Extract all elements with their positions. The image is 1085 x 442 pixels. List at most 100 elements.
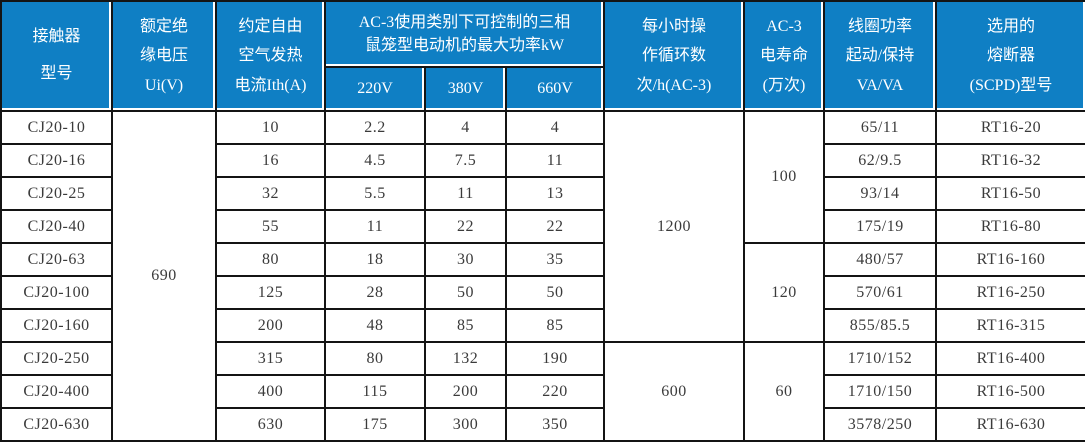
kw-660-cell: 22: [505, 209, 605, 244]
cycles-cell-600: 600: [603, 341, 745, 442]
header-ac3-max-power: AC-3使用类别下可控制的三相 鼠笼型电动机的最大功率kW: [324, 0, 605, 68]
kw-380-cell: 4: [424, 110, 507, 145]
fuse-cell: RT16-315: [935, 308, 1085, 343]
header-row-voltages: 220V 380V 660V: [1, 66, 1085, 112]
kw-220-cell: 2.2: [324, 110, 426, 145]
coil-power-cell: 570/61: [823, 275, 937, 310]
life-cell-100: 100: [743, 110, 825, 244]
kw-380-cell: 200: [424, 374, 507, 409]
header-cycles-per-hour: 每小时操 作循环数 次/h(AC-3): [603, 0, 745, 112]
coil-power-cell: 1710/150: [823, 374, 937, 409]
kw-380-cell: 300: [424, 407, 507, 442]
table-row: CJ20-63 80 18 30 35 120 480/57 RT16-160: [0, 242, 1085, 343]
table-row: CJ20-16 16 4.5 7.5 11 62/9.5 RT16-32: [0, 143, 1085, 178]
cycles-cell-1200: 1200: [603, 110, 745, 343]
fuse-cell: RT16-50: [935, 176, 1085, 211]
thermal-current-cell: 125: [215, 275, 326, 310]
header-contactor-model: 接触器 型号: [0, 0, 113, 112]
header-coil-power: 线圈功率 起动/保持 VA/VA: [823, 0, 937, 112]
kw-220-cell: 5.5: [324, 176, 426, 211]
coil-power-cell: 175/19: [823, 209, 937, 244]
fuse-cell: RT16-160: [935, 242, 1085, 277]
kw-220-cell: 80: [324, 341, 426, 376]
table-row: CJ20-10 690 10 2.2 4 4 1200 100 65/11 RT…: [0, 110, 1085, 442]
header-660v: 660V: [505, 66, 605, 112]
kw-660-cell: 350: [505, 407, 605, 442]
kw-660-cell: 190: [505, 341, 605, 376]
kw-380-cell: 132: [424, 341, 507, 376]
kw-220-cell: 48: [324, 308, 426, 343]
coil-power-cell: 93/14: [823, 176, 937, 211]
kw-380-cell: 30: [424, 242, 507, 277]
fuse-cell: RT16-80: [935, 209, 1085, 244]
model-cell: CJ20-10: [0, 110, 113, 145]
kw-380-cell: 7.5: [424, 143, 507, 178]
coil-power-cell: 62/9.5: [823, 143, 937, 178]
fuse-cell: RT16-400: [935, 341, 1085, 376]
coil-power-cell: 480/57: [823, 242, 937, 277]
kw-660-cell: 13: [505, 176, 605, 211]
thermal-current-cell: 630: [215, 407, 326, 442]
kw-220-cell: 115: [324, 374, 426, 409]
kw-380-cell: 22: [424, 209, 507, 244]
kw-220-cell: 11: [324, 209, 426, 244]
model-cell: CJ20-100: [0, 275, 113, 310]
thermal-current-cell: 16: [215, 143, 326, 178]
thermal-current-cell: 200: [215, 308, 326, 343]
kw-220-cell: 28: [324, 275, 426, 310]
insulation-voltage-cell: 690: [111, 110, 217, 442]
kw-220-cell: 175: [324, 407, 426, 442]
model-cell: CJ20-25: [0, 176, 113, 211]
kw-380-cell: 50: [424, 275, 507, 310]
model-cell: CJ20-400: [0, 374, 113, 409]
kw-380-cell: 85: [424, 308, 507, 343]
kw-220-cell: 18: [324, 242, 426, 277]
kw-660-cell: 85: [505, 308, 605, 343]
life-cell-120: 120: [743, 242, 825, 343]
header-row-top: 接触器 型号 额定绝 缘电压 Ui(V) 约定自由 空气发热 电流Ith(A) …: [0, 0, 1085, 112]
model-cell: CJ20-16: [0, 143, 113, 178]
fuse-cell: RT16-20: [935, 110, 1085, 145]
kw-660-cell: 220: [505, 374, 605, 409]
table-row: CJ20-25 32 5.5 11 13 93/14 RT16-50: [0, 176, 1085, 211]
life-cell-60: 60: [743, 341, 825, 442]
kw-660-cell: 50: [505, 275, 605, 310]
thermal-current-cell: 32: [215, 176, 326, 211]
coil-power-cell: 855/85.5: [823, 308, 937, 343]
header-electrical-life: AC-3 电寿命 (万次): [743, 0, 825, 112]
model-cell: CJ20-40: [0, 209, 113, 244]
thermal-current-cell: 10: [215, 110, 326, 145]
kw-220-cell: 4.5: [324, 143, 426, 178]
table-row: CJ20-630 630 175 300 350 3578/250 RT16-6…: [0, 407, 1085, 442]
model-cell: CJ20-630: [0, 407, 113, 442]
kw-660-cell: 35: [505, 242, 605, 277]
fuse-cell: RT16-630: [935, 407, 1085, 442]
kw-660-cell: 4: [505, 110, 605, 145]
table-row: CJ20-40 55 11 22 22 175/19 RT16-80: [0, 209, 1085, 244]
header-thermal-current: 约定自由 空气发热 电流Ith(A): [215, 0, 326, 112]
header-fuse-model: 选用的 熔断器 (SCPD)型号: [935, 0, 1085, 112]
header-380v: 380V: [424, 66, 507, 112]
coil-power-cell: 3578/250: [823, 407, 937, 442]
fuse-cell: RT16-500: [935, 374, 1085, 409]
table-row: CJ20-400 400 115 200 220 1710/150 RT16-5…: [0, 374, 1085, 409]
thermal-current-cell: 400: [215, 374, 326, 409]
header-220v: 220V: [324, 66, 426, 112]
model-cell: CJ20-63: [0, 242, 113, 277]
thermal-current-cell: 80: [215, 242, 326, 277]
fuse-cell: RT16-32: [935, 143, 1085, 178]
table-row: CJ20-250 315 80 132 190 600 60 1710/152 …: [0, 341, 1085, 442]
model-cell: CJ20-250: [0, 341, 113, 376]
kw-660-cell: 11: [505, 143, 605, 178]
model-cell: CJ20-160: [0, 308, 113, 343]
thermal-current-cell: 315: [215, 341, 326, 376]
coil-power-cell: 65/11: [823, 110, 937, 145]
table-row: CJ20-100 125 28 50 50 570/61 RT16-250: [0, 275, 1085, 310]
table-row: CJ20-160 200 48 85 85 855/85.5 RT16-315: [0, 308, 1085, 343]
header-insulation-voltage: 额定绝 缘电压 Ui(V): [111, 0, 217, 112]
coil-power-cell: 1710/152: [823, 341, 937, 376]
kw-380-cell: 11: [424, 176, 507, 211]
fuse-cell: RT16-250: [935, 275, 1085, 310]
